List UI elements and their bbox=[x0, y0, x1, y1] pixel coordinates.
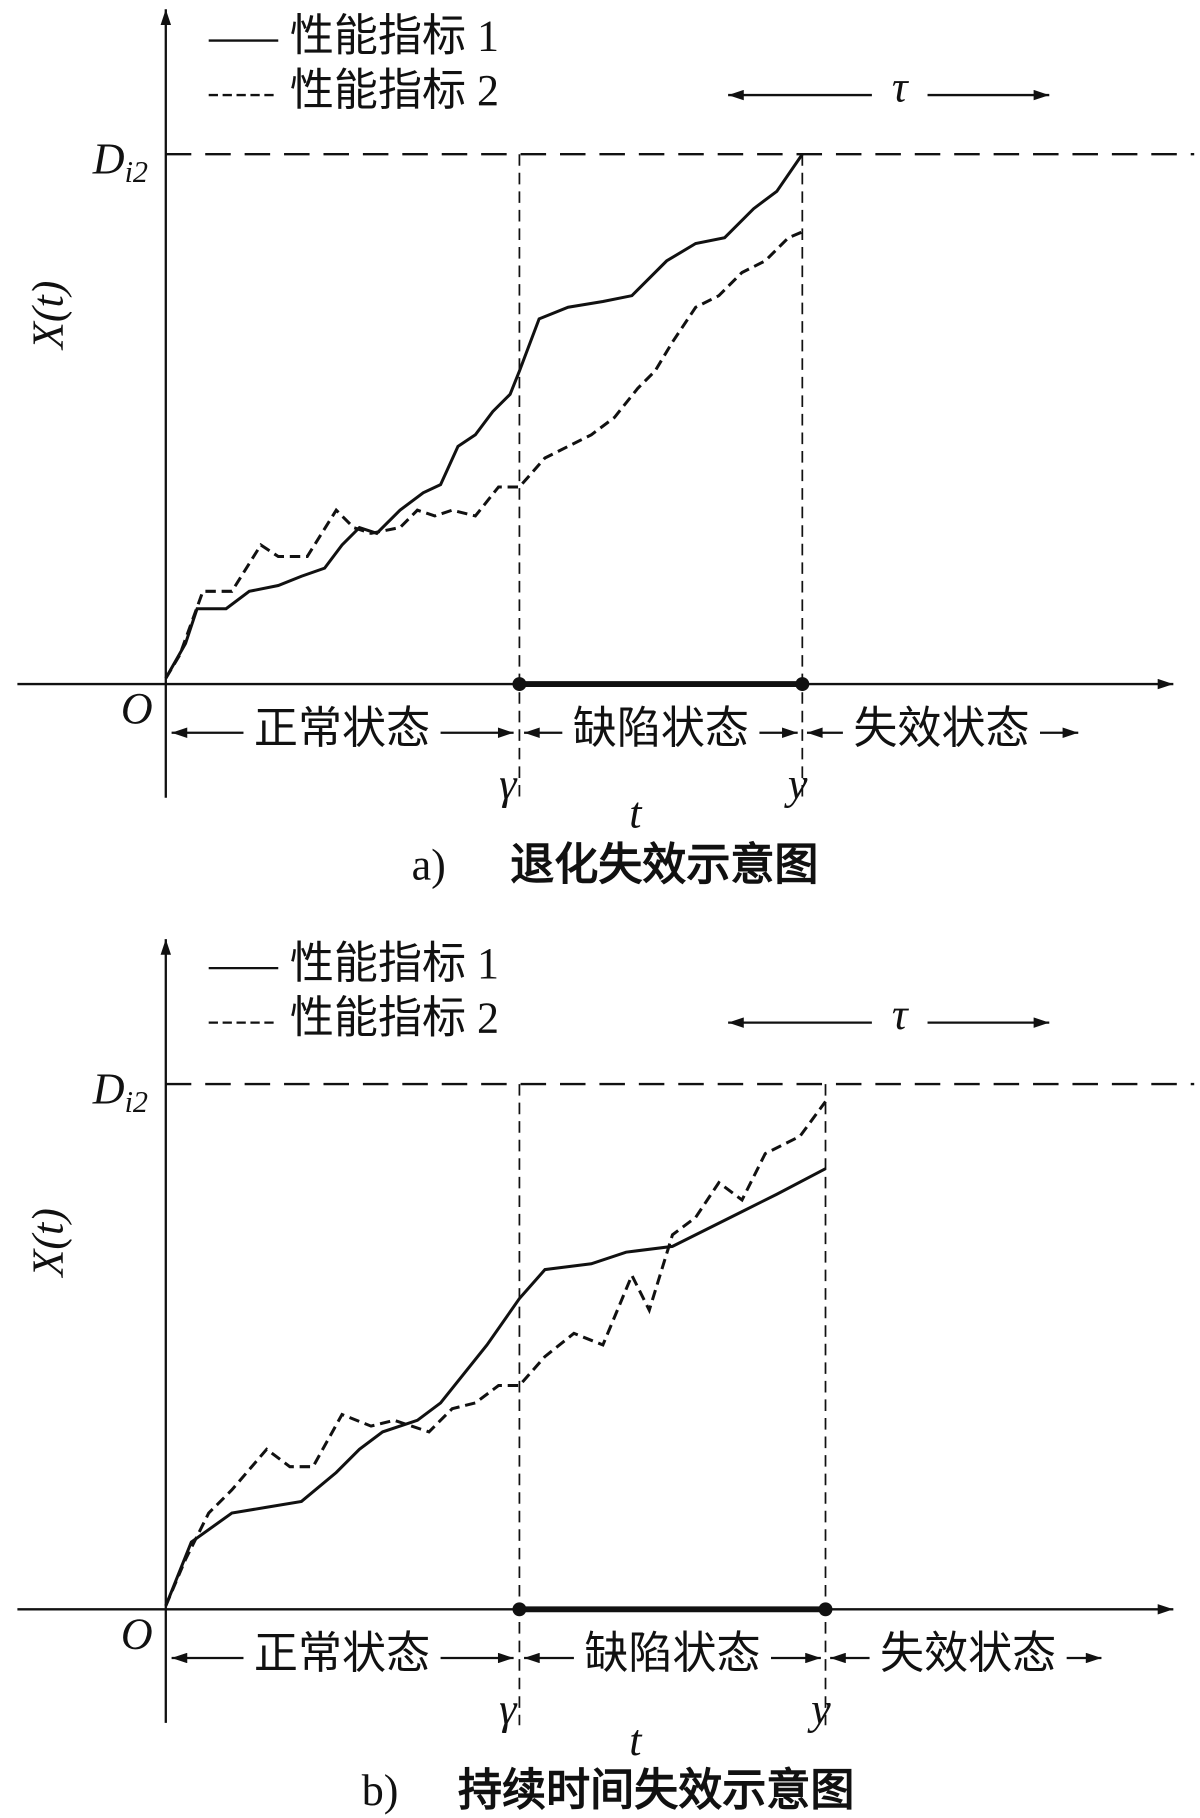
caption-label: a) bbox=[412, 841, 446, 890]
point bbox=[512, 1602, 527, 1617]
x-axis-label: t bbox=[629, 1716, 643, 1765]
state-label-bg bbox=[562, 707, 760, 759]
failure-label: y bbox=[784, 760, 808, 809]
y-axis-label: X(t) bbox=[23, 281, 72, 351]
caption-title: 退化失效示意图 bbox=[510, 841, 818, 890]
caption-label: b) bbox=[362, 1766, 399, 1815]
state-label-bg bbox=[869, 1632, 1067, 1684]
legend-label: 性能指标 2 bbox=[290, 66, 499, 115]
curve-solid bbox=[164, 1167, 827, 1607]
threshold-label: Di2 bbox=[92, 135, 148, 189]
curve-solid bbox=[164, 153, 804, 680]
state-label-bg bbox=[842, 707, 1040, 759]
point bbox=[818, 1602, 833, 1617]
state-label-bg bbox=[243, 707, 441, 759]
failure-label: y bbox=[807, 1685, 831, 1734]
state-label: 正常状态 bbox=[254, 704, 430, 753]
tau-label: τ bbox=[892, 63, 910, 112]
gamma-label: γ bbox=[499, 1685, 518, 1734]
x-axis-label: t bbox=[629, 789, 643, 838]
origin-label: O bbox=[121, 684, 153, 733]
state-label: 失效状态 bbox=[880, 1629, 1056, 1678]
panel: 性能指标 1 性能指标 2 τ Di2 X(t) O 正常状态 缺陷状态 失效状态 γ y t a) 退化… bbox=[17, 9, 1195, 890]
legend-label: 性能指标 1 bbox=[290, 939, 499, 988]
state-label: 失效状态 bbox=[853, 704, 1029, 753]
curve-dashed bbox=[164, 230, 803, 680]
threshold-subscript: i2 bbox=[125, 1085, 148, 1119]
point bbox=[512, 677, 527, 692]
state-label-bg bbox=[243, 1632, 441, 1684]
y-axis-label: X(t) bbox=[23, 1208, 72, 1278]
state-label: 缺陷状态 bbox=[584, 1629, 760, 1678]
tau-label: τ bbox=[892, 990, 910, 1039]
origin-label: O bbox=[121, 1609, 153, 1658]
threshold-subscript: i2 bbox=[125, 155, 148, 189]
panel: 性能指标 1 性能指标 2 τ Di2 X(t) O 正常状态 缺陷状态 失效状态 γ y t b) 持续… bbox=[17, 939, 1195, 1815]
gamma-label: γ bbox=[499, 760, 518, 809]
state-label: 正常状态 bbox=[254, 1629, 430, 1678]
caption-title: 持续时间失效示意图 bbox=[458, 1766, 854, 1815]
legend-label: 性能指标 1 bbox=[290, 12, 499, 61]
threshold-symbol: D bbox=[92, 1064, 125, 1113]
threshold-symbol: D bbox=[92, 135, 125, 184]
threshold-label: Di2 bbox=[92, 1064, 148, 1118]
point bbox=[795, 677, 810, 692]
state-label: 缺陷状态 bbox=[573, 704, 749, 753]
state-label-bg bbox=[573, 1632, 772, 1684]
legend-label: 性能指标 2 bbox=[290, 994, 499, 1043]
curve-dashed bbox=[164, 1100, 827, 1607]
